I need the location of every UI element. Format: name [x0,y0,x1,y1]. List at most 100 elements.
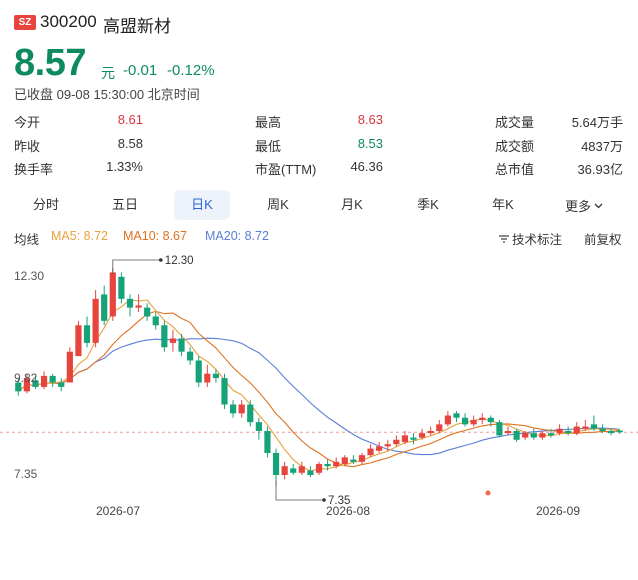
candle-body [608,430,615,434]
ma10-line [17,310,620,468]
candle-body [75,325,82,357]
candle-body [23,378,30,392]
candle-body [212,373,219,379]
candle-body [333,461,340,467]
candle-body [496,422,503,436]
x-axis-label: 2026-08 [326,504,370,518]
ma20-value: MA20: 8.72 [205,229,269,243]
candle-body [427,430,434,434]
candle-body [32,380,39,387]
high-marker-line [112,259,161,274]
tab-yearly-k[interactable]: 年K [492,197,514,212]
candle-body [487,417,494,423]
candle-body [238,404,245,414]
stat-value-prev-close: 8.58 [117,136,143,151]
candle-body [15,382,22,392]
high-annotation: 12.30 [165,255,194,267]
candle-body [101,294,108,321]
candle-body [195,360,202,383]
chevron-down-icon [594,190,603,220]
candle-body [470,419,477,425]
candle-body [66,351,73,383]
stat-label-amount: 成交额 [495,139,535,154]
candle-body [178,338,185,352]
stat-label-prev-close: 昨收 [14,139,41,154]
stat-value-turnover: 1.33% [106,159,143,174]
candle-body [144,307,151,317]
candle-body [358,455,366,462]
stat-value-pe-ttm: 46.36 [350,159,383,174]
candle-body [376,446,383,451]
candle-body [436,424,443,431]
candle-body [169,338,177,343]
ma5-value: MA5: 8.72 [51,229,108,243]
candle-body [393,439,400,445]
tab-daily-k[interactable]: 日K [174,190,230,220]
stat-label-open: 今开 [14,115,41,130]
candle-body [264,430,271,453]
candle-body [255,422,262,431]
candle-body [350,459,357,462]
candle-body [367,448,374,456]
stat-value-market-cap: 36.93亿 [577,162,623,177]
candle-body [58,382,65,387]
market-status: 已收盘 09-08 15:30:00 北京时间 [14,87,200,102]
candle-body [118,276,125,299]
stock-name: 高盟新材 [103,17,171,36]
price-change-percent: -0.12% [167,62,215,79]
candle-body [307,470,314,475]
candle-body [247,404,254,423]
candle-body [109,272,116,317]
tech-annotation-label: 技术标注 [512,233,563,247]
stock-code: 300200 [40,12,97,31]
candle-body [384,444,391,447]
stat-value-open: 8.61 [117,112,143,127]
candle-body [204,373,211,383]
candle-body [479,417,486,420]
candle-body [419,433,426,438]
kline-chart[interactable]: 12.30 7.35 12.30 9.82 7.35 2026-07 2026-08 2026… [0,250,638,530]
stat-label-pe-ttm: 市盈(TTM) [255,162,317,177]
tab-monthly-k[interactable]: 月K [341,197,363,212]
tab-five-day[interactable]: 五日 [111,197,138,212]
low-marker-line [275,480,325,501]
tab-quarterly-k[interactable]: 季K [417,197,439,212]
y-axis-label: 9.82 [14,371,38,385]
stat-value-amount: 4837万 [581,139,623,154]
low-annotation: 7.35 [328,495,350,507]
price-change: -0.01 [123,62,158,79]
period-tabs: 分时 五日 日K 周K 月K 季K 年K 更多 [0,190,638,222]
candle-body [410,437,417,440]
candle-body [315,463,323,473]
stat-label-turnover: 换手率 [14,162,54,177]
candle-body [530,433,537,438]
candle-body [290,468,297,473]
candle-body [40,375,48,387]
tab-more[interactable]: 更多 [558,190,610,220]
candle-body [298,466,305,473]
y-axis-label: 12.30 [14,269,44,283]
candle-body [341,457,348,464]
tab-weekly-k[interactable]: 周K [267,197,289,212]
stat-value-low: 8.53 [357,136,383,151]
candle-body [444,415,451,425]
candle-body [590,424,598,429]
tech-annotation-toggle[interactable]: 技术标注 [499,229,562,248]
candle-body [599,428,606,431]
candle-body [539,433,546,438]
ma-label: 均线 [14,233,40,247]
candle-body [221,378,228,405]
candle-body [281,466,288,475]
candle-body [92,298,99,343]
tab-intraday[interactable]: 分时 [32,197,59,212]
adjust-mode-button[interactable]: 前复权 [584,233,622,247]
ma20-line [17,337,620,456]
candle-body [513,430,520,440]
candle-body [126,298,134,308]
x-axis-label: 2026-09 [536,504,580,518]
candle-body [522,433,529,438]
candle-body [573,426,580,434]
candle-body [229,404,237,414]
candle-body [135,305,142,308]
low-marker-dot [322,498,326,502]
